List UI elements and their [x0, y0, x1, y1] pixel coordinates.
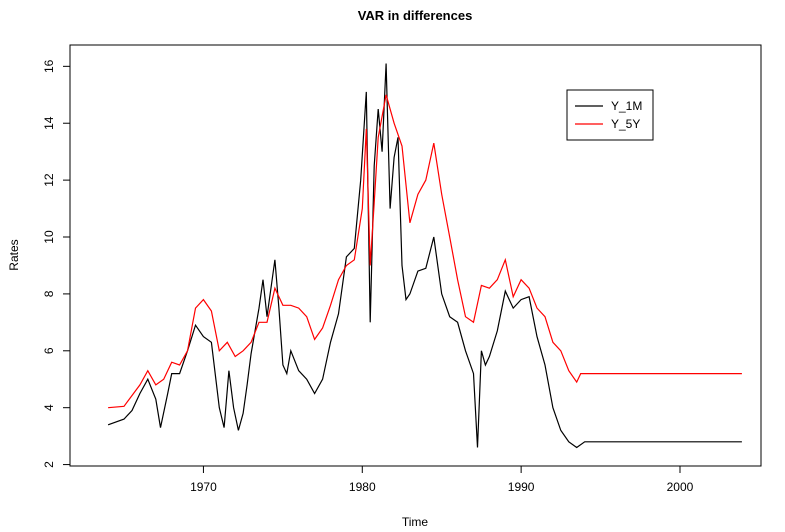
- y-tick-label: 8: [42, 290, 56, 297]
- legend-box: [566, 89, 654, 141]
- legend-label: Y_5Y: [611, 117, 640, 131]
- y-tick-label: 4: [42, 404, 56, 411]
- x-tick-label: 1970: [190, 480, 217, 494]
- x-tick-label: 2000: [667, 480, 694, 494]
- chart-title: VAR in differences: [358, 8, 473, 23]
- x-tick-label: 1980: [349, 480, 376, 494]
- y-tick-label: 16: [42, 59, 56, 73]
- y-axis-label: Rates: [7, 239, 21, 270]
- series-line: [108, 94, 742, 409]
- x-tick-label: 1990: [508, 480, 535, 494]
- y-tick-label: 10: [42, 230, 56, 244]
- y-tick-label: 14: [42, 116, 56, 130]
- x-axis-label: Time: [402, 515, 429, 529]
- legend-label: Y_1M: [611, 99, 642, 113]
- y-tick-label: 2: [42, 461, 56, 468]
- y-tick-label: 12: [42, 173, 56, 187]
- plot-box: [69, 44, 762, 467]
- y-tick-label: 6: [42, 347, 56, 354]
- series-line: [107, 63, 742, 449]
